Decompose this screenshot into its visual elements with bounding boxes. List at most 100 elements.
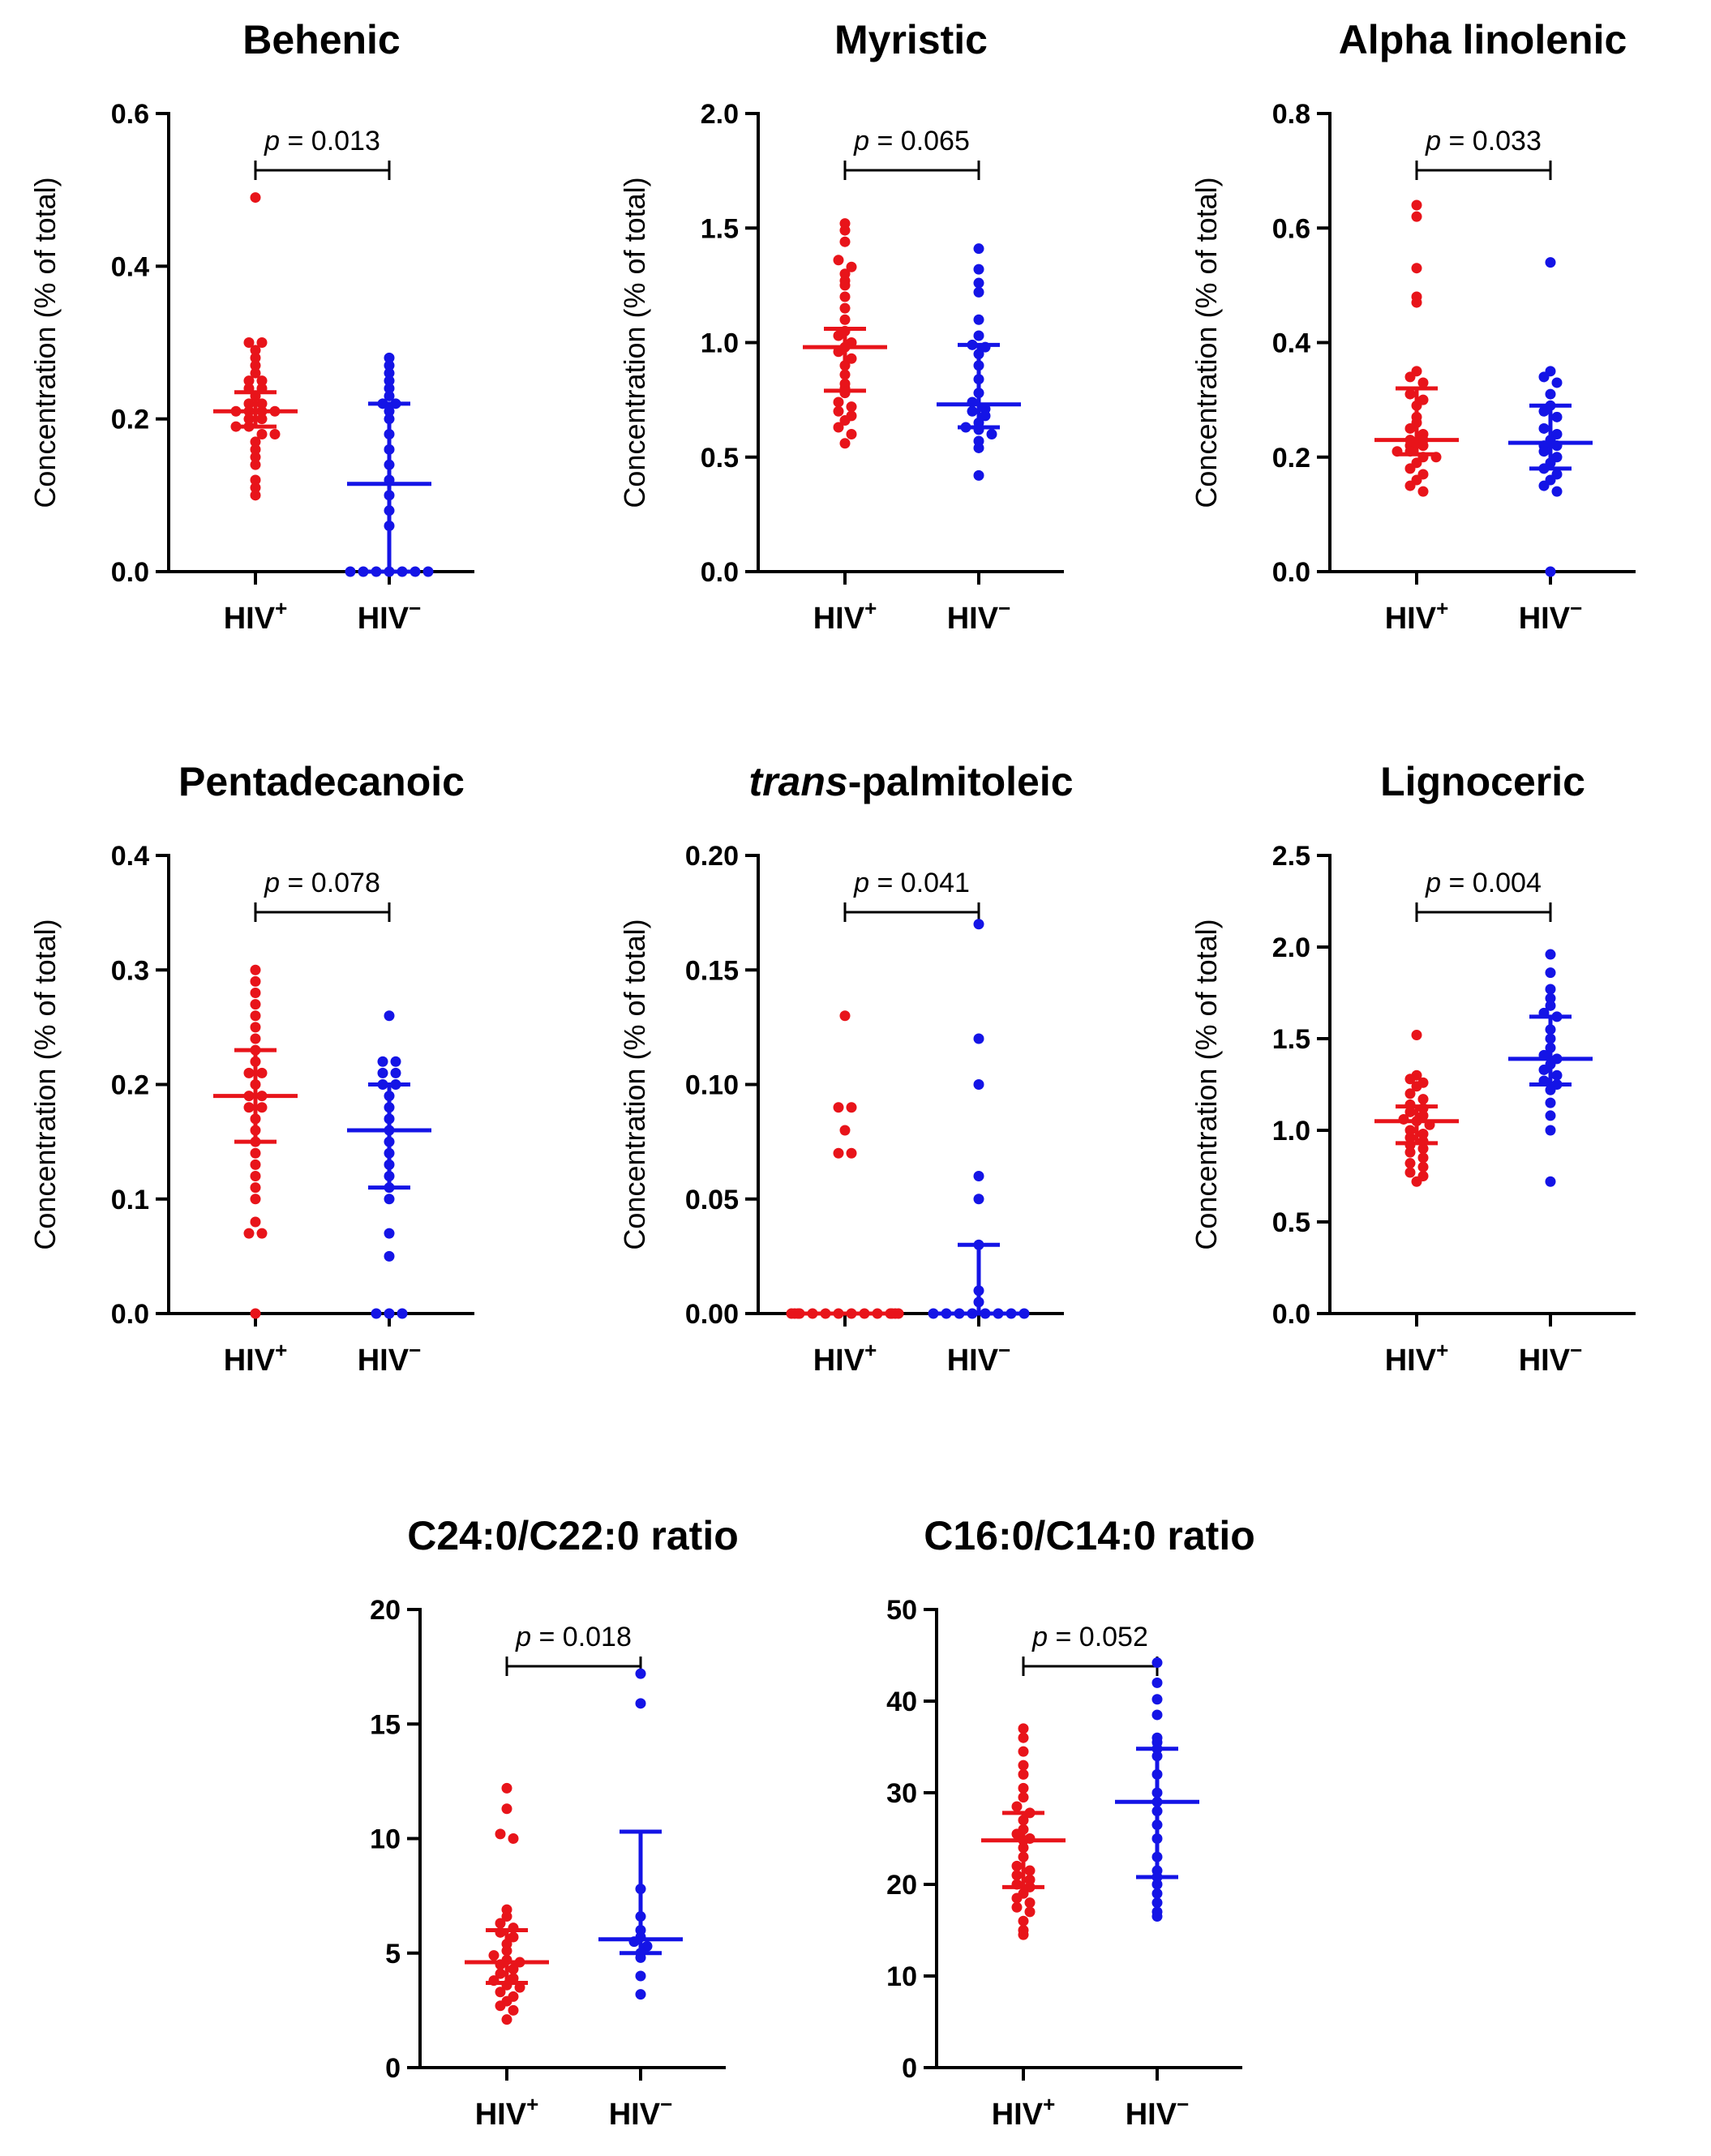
y-tick-label: 0.2 xyxy=(1272,443,1310,474)
hiv-pos-point xyxy=(1411,297,1422,308)
y-tick-label: 1.0 xyxy=(1272,1116,1310,1147)
hiv-neg-point xyxy=(973,330,984,341)
p-value-text: = 0.013 xyxy=(280,126,380,156)
category-base: HIV xyxy=(358,1344,410,1378)
hiv-pos-point xyxy=(1404,1074,1416,1085)
category-superscript: + xyxy=(1436,596,1448,620)
hiv-pos-point xyxy=(1018,1792,1029,1803)
hiv-neg-point xyxy=(1545,257,1556,268)
hiv-neg-point xyxy=(635,1698,646,1709)
chart-title: C24:0/C22:0 ratio xyxy=(407,1513,739,1558)
y-axis-label: Concentration (% of total) xyxy=(618,177,651,508)
category-base: HIV xyxy=(475,2098,527,2132)
hiv-pos-point xyxy=(508,1931,519,1943)
hiv-neg-point xyxy=(1545,1000,1556,1011)
hiv-neg-point xyxy=(1545,566,1556,577)
hiv-pos-point xyxy=(250,1171,261,1181)
hiv-pos-point xyxy=(1404,480,1416,491)
hiv-pos-point xyxy=(1417,377,1429,388)
p-value-label: p = 0.052 xyxy=(1031,1622,1148,1652)
hiv-pos-point xyxy=(1417,1152,1429,1164)
category-base: HIV xyxy=(609,2098,661,2132)
y-tick-label: 0.00 xyxy=(685,1299,739,1330)
y-tick-label: 0.6 xyxy=(1272,213,1310,244)
x-tick-label: HIV− xyxy=(358,596,422,636)
y-tick-label: 20 xyxy=(886,1870,917,1901)
hiv-neg-point xyxy=(1545,1176,1556,1187)
p-value-label: p = 0.078 xyxy=(264,868,380,898)
y-tick-label: 0.20 xyxy=(685,841,739,872)
hiv-neg-point xyxy=(1538,1064,1550,1075)
hiv-neg-point xyxy=(1151,1709,1163,1721)
hiv-pos-point xyxy=(1404,1132,1416,1143)
hiv-pos-point xyxy=(1024,1897,1036,1909)
hiv-pos-point xyxy=(250,1159,261,1170)
y-axis-label: Concentration (% of total) xyxy=(1190,919,1223,1249)
p-value-text: = 0.041 xyxy=(869,868,970,898)
y-tick-label: 0.3 xyxy=(111,955,149,986)
chart-title: Alpha linolenic xyxy=(1339,17,1627,62)
hiv-neg-point xyxy=(1151,1694,1163,1705)
hiv-neg-point xyxy=(1151,1657,1163,1669)
hiv-pos-point xyxy=(250,367,261,379)
category-superscript: − xyxy=(1177,2092,1189,2116)
y-tick-label: 0.2 xyxy=(111,1070,149,1101)
hiv-neg-point xyxy=(384,383,395,394)
category-base: HIV xyxy=(1385,1344,1437,1378)
p-value-text: = 0.052 xyxy=(1048,1622,1148,1652)
hiv-neg-point xyxy=(1538,480,1550,491)
hiv-pos-point xyxy=(250,452,261,463)
hiv-pos-point xyxy=(250,1147,261,1159)
hiv-pos-point xyxy=(250,999,261,1010)
hiv-pos-point xyxy=(839,438,851,449)
x-tick-label: HIV− xyxy=(1519,596,1583,636)
y-tick-label: 15 xyxy=(370,1709,401,1740)
category-base: HIV xyxy=(1385,602,1437,636)
y-tick-label: 10 xyxy=(370,1824,401,1855)
p-value-label: p = 0.018 xyxy=(515,1622,632,1652)
hiv-neg-point xyxy=(1538,446,1550,457)
category-superscript: + xyxy=(864,1338,877,1362)
x-tick-label: HIV+ xyxy=(992,2092,1056,2132)
hiv-neg-point xyxy=(1538,405,1550,417)
hiv-pos-point xyxy=(495,1968,506,1979)
y-tick-label: 0.4 xyxy=(1272,328,1310,359)
hiv-pos-point xyxy=(833,405,844,417)
hiv-neg-point xyxy=(1551,411,1563,422)
chart-title-italic: trans xyxy=(748,759,847,804)
hiv-pos-point xyxy=(1018,1732,1029,1743)
hiv-pos-point xyxy=(243,398,255,409)
hiv-neg-point xyxy=(384,390,395,401)
category-superscript: + xyxy=(1043,2092,1055,2116)
hiv-neg-point xyxy=(1551,1069,1563,1081)
category-base: HIV xyxy=(224,602,276,636)
hiv-neg-point xyxy=(1545,388,1556,400)
category-superscript: − xyxy=(409,1338,421,1362)
y-tick-label: 2.0 xyxy=(1272,932,1310,963)
hiv-pos-point xyxy=(501,2014,512,2025)
category-superscript: − xyxy=(1570,596,1582,620)
hiv-neg-point xyxy=(384,352,395,363)
chart-title: trans-palmitoleic xyxy=(748,759,1073,804)
hiv-neg-point xyxy=(384,375,395,387)
p-value-symbol: p xyxy=(853,126,869,156)
p-value-text: = 0.065 xyxy=(869,126,970,156)
category-base: HIV xyxy=(1519,602,1571,636)
hiv-pos-point xyxy=(1404,388,1416,400)
hiv-pos-point xyxy=(1024,1865,1036,1876)
hiv-neg-point xyxy=(980,410,991,422)
y-tick-label: 40 xyxy=(886,1687,917,1717)
p-value-label: p = 0.013 xyxy=(264,126,380,156)
hiv-pos-point xyxy=(1011,1860,1023,1871)
hiv-pos-point xyxy=(250,459,261,470)
hiv-pos-point xyxy=(1417,1143,1429,1155)
hiv-pos-point xyxy=(495,1828,506,1840)
chart-title: C16:0/C14:0 ratio xyxy=(924,1513,1255,1558)
y-tick-label: 0.2 xyxy=(111,405,149,435)
hiv-pos-point xyxy=(256,1102,268,1113)
y-axis-label: Concentration (% of total) xyxy=(28,919,62,1249)
hiv-pos-point xyxy=(839,280,851,291)
